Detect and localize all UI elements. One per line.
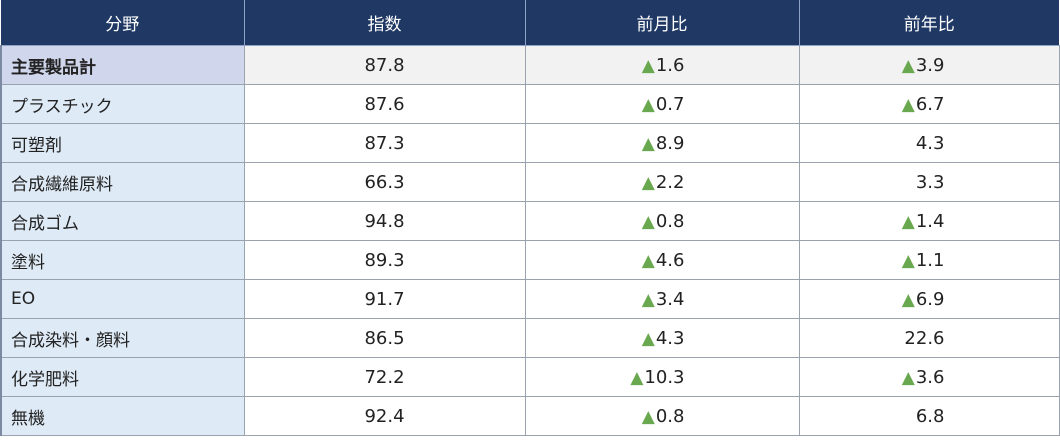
table-row: 合成ゴム 94.8 ▲0.8 ▲1.4	[0, 201, 1060, 241]
yoy-cell: ▲1.1	[798, 240, 1060, 280]
yoy-cell: ▲6.9	[798, 279, 1060, 319]
yoy-cell: ▲3.6	[798, 357, 1060, 397]
row-label: 無機	[0, 396, 245, 436]
up-triangle-icon: ▲	[641, 172, 655, 193]
mom-cell: ▲0.7	[524, 84, 800, 124]
mom-value: 2.2	[655, 171, 685, 193]
header-row: 分野 指数 前月比 前年比	[1, 0, 1059, 46]
yoy-cell: ▲1.4	[798, 201, 1060, 241]
up-triangle-icon: ▲	[630, 367, 644, 388]
row-label: 塗料	[0, 240, 245, 280]
mom-cell: ▲4.3	[524, 318, 800, 358]
mom-value: 4.3	[655, 327, 685, 349]
index-cell: 92.4	[243, 396, 526, 436]
table-row: 化学肥料 72.2 ▲10.3 ▲3.6	[0, 357, 1060, 397]
index-cell: 87.8	[243, 45, 526, 85]
mom-cell: ▲8.9	[524, 123, 800, 163]
index-cell: 89.3	[243, 240, 526, 280]
mom-value: 0.7	[655, 93, 685, 115]
yoy-value: 6.8	[915, 405, 945, 427]
up-triangle-icon: ▲	[641, 406, 655, 427]
table-row: EO 91.7 ▲3.4 ▲6.9	[0, 279, 1060, 319]
index-cell: 86.5	[243, 318, 526, 358]
index-cell: 87.6	[243, 84, 526, 124]
header-category: 分野	[1, 0, 245, 46]
up-triangle-icon: ▲	[641, 133, 655, 154]
index-cell: 72.2	[243, 357, 526, 397]
mom-value: 8.9	[655, 132, 685, 154]
yoy-cell: ▲6.7	[798, 84, 1060, 124]
table-row: 可塑剤 87.3 ▲8.9 ▲4.3	[0, 123, 1060, 163]
mom-value: 3.4	[655, 288, 685, 310]
row-label: 合成繊維原料	[0, 162, 245, 202]
up-triangle-icon: ▲	[641, 250, 655, 271]
table-row: 塗料 89.3 ▲4.6 ▲1.1	[0, 240, 1060, 280]
up-triangle-icon: ▲	[641, 289, 655, 310]
row-label: 合成ゴム	[0, 201, 245, 241]
mom-value: 10.3	[644, 366, 685, 388]
up-triangle-icon: ▲	[641, 55, 655, 76]
yoy-value: 6.9	[915, 288, 945, 310]
header-year-over-year: 前年比	[799, 0, 1059, 46]
yoy-cell: ▲3.9	[798, 45, 1060, 85]
row-label: 主要製品計	[0, 45, 245, 85]
up-triangle-icon: ▲	[901, 289, 915, 310]
yoy-value: 3.9	[915, 54, 945, 76]
row-label: EO	[0, 279, 245, 319]
header-index: 指数	[244, 0, 526, 46]
header-month-over-month: 前月比	[525, 0, 800, 46]
table-body: 主要製品計 87.8 ▲1.6 ▲3.9 プラスチック 87.6 ▲0.7 ▲6…	[0, 45, 1060, 436]
row-label: 合成染料・顔料	[0, 318, 245, 358]
index-cell: 94.8	[243, 201, 526, 241]
mom-cell: ▲4.6	[524, 240, 800, 280]
up-triangle-icon: ▲	[641, 328, 655, 349]
mom-cell: ▲0.8	[524, 201, 800, 241]
yoy-value: 3.6	[915, 366, 945, 388]
up-triangle-icon: ▲	[641, 94, 655, 115]
yoy-cell: ▲4.3	[798, 123, 1060, 163]
row-label: プラスチック	[0, 84, 245, 124]
yoy-cell: ▲6.8	[798, 396, 1060, 436]
table-row: 無機 92.4 ▲0.8 ▲6.8	[0, 396, 1060, 436]
table-row: 合成繊維原料 66.3 ▲2.2 ▲3.3	[0, 162, 1060, 202]
yoy-value: 22.6	[904, 327, 945, 349]
yoy-cell: ▲22.6	[798, 318, 1060, 358]
yoy-value: 3.3	[915, 171, 945, 193]
yoy-value: 1.1	[915, 249, 945, 271]
mom-value: 1.6	[655, 54, 685, 76]
index-cell: 66.3	[243, 162, 526, 202]
up-triangle-icon: ▲	[901, 211, 915, 232]
up-triangle-icon: ▲	[641, 211, 655, 232]
table-row: プラスチック 87.6 ▲0.7 ▲6.7	[0, 84, 1060, 124]
table-header: 分野 指数 前月比 前年比	[1, 0, 1059, 46]
mom-cell: ▲1.6	[524, 45, 800, 85]
mom-cell: ▲10.3	[524, 357, 800, 397]
up-triangle-icon: ▲	[901, 94, 915, 115]
mom-cell: ▲0.8	[524, 396, 800, 436]
up-triangle-icon: ▲	[901, 250, 915, 271]
mom-cell: ▲2.2	[524, 162, 800, 202]
table-row-total: 主要製品計 87.8 ▲1.6 ▲3.9	[0, 45, 1060, 85]
yoy-value: 6.7	[915, 93, 945, 115]
yoy-value: 1.4	[915, 210, 945, 232]
index-cell: 91.7	[243, 279, 526, 319]
yoy-cell: ▲3.3	[798, 162, 1060, 202]
up-triangle-icon: ▲	[901, 55, 915, 76]
row-label: 可塑剤	[0, 123, 245, 163]
row-label: 化学肥料	[0, 357, 245, 397]
table-row: 合成染料・顔料 86.5 ▲4.3 ▲22.6	[0, 318, 1060, 358]
index-cell: 87.3	[243, 123, 526, 163]
mom-value: 4.6	[655, 249, 685, 271]
up-triangle-icon: ▲	[901, 367, 915, 388]
mom-cell: ▲3.4	[524, 279, 800, 319]
mom-value: 0.8	[655, 405, 685, 427]
mom-value: 0.8	[655, 210, 685, 232]
yoy-value: 4.3	[915, 132, 945, 154]
